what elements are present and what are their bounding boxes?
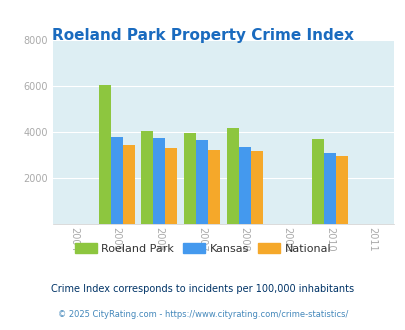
Bar <box>311 139 323 224</box>
Bar <box>153 138 165 224</box>
Bar <box>141 131 153 224</box>
Bar <box>207 150 220 224</box>
Bar <box>98 84 111 224</box>
Bar <box>196 140 207 224</box>
Bar <box>335 156 347 224</box>
Bar <box>323 153 335 224</box>
Bar <box>250 151 262 224</box>
Bar <box>111 137 122 224</box>
Bar <box>238 147 250 224</box>
Text: Roeland Park Property Crime Index: Roeland Park Property Crime Index <box>52 28 353 43</box>
Legend: Roeland Park, Kansas, National: Roeland Park, Kansas, National <box>70 238 335 258</box>
Bar <box>226 128 238 224</box>
Bar <box>183 133 196 224</box>
Bar <box>122 145 134 224</box>
Bar <box>165 148 177 224</box>
Text: Crime Index corresponds to incidents per 100,000 inhabitants: Crime Index corresponds to incidents per… <box>51 284 354 294</box>
Text: © 2025 CityRating.com - https://www.cityrating.com/crime-statistics/: © 2025 CityRating.com - https://www.city… <box>58 310 347 319</box>
